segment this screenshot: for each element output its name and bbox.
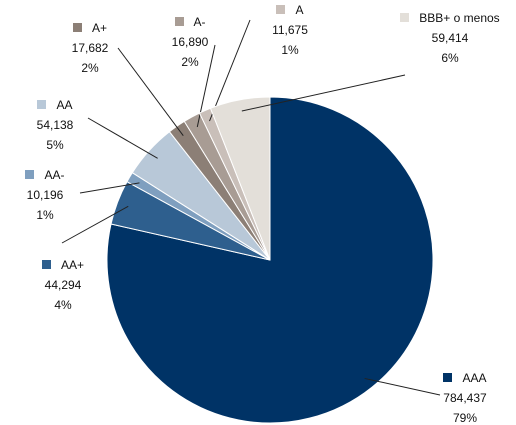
percent-row: 79% [420,408,510,425]
value-label: 10,196 [26,188,64,202]
percent-label: 1% [281,43,299,57]
slice-name: AA+ [60,258,84,272]
legend-marker [276,5,286,14]
legend-marker [37,100,47,109]
slice-name: AA [56,98,73,112]
percent-label: 6% [441,51,459,65]
value-label: 16,890 [171,35,209,49]
slice-name: A- [193,15,206,29]
leader-line [209,19,251,122]
value-row: 59,414 [400,28,500,48]
slice-label: AA 54,138 5% [15,95,95,155]
leader-line [61,205,129,244]
value-label: 59,414 [431,31,469,45]
percent-row: 5% [15,135,95,155]
value-row: 16,890 [145,32,235,52]
percent-row: 2% [145,52,235,72]
percent-label: 79% [452,411,478,425]
value-row: 17,682 [45,38,135,58]
value-row: 11,675 [250,20,330,40]
value-label: 11,675 [272,23,308,37]
percent-label: 2% [81,61,99,75]
slice-name: A+ [91,21,107,35]
leader-line [117,47,184,136]
slice-name: AA- [44,168,65,182]
legend-marker [41,260,51,269]
slice-name: AAA [462,371,487,385]
legend-marker [72,23,82,32]
leader-line [87,117,158,159]
slice-label: AA- 10,196 1% [5,165,85,225]
slice-label: AA+ 44,294 4% [18,255,108,315]
leader-line [364,377,441,396]
percent-row: 6% [400,48,500,68]
value-label: 44,294 [44,278,82,292]
value-row: 10,196 [5,185,85,205]
value-label: 17,682 [71,41,109,55]
legend-marker [25,170,35,179]
legend-marker [400,13,410,22]
percent-label: 5% [46,138,64,152]
value-row: 54,138 [15,115,95,135]
pie-slice [209,96,271,261]
percent-row: 1% [5,205,85,225]
slice-name-row: AA- [5,165,85,185]
slice-name-row: A+ [45,18,135,38]
slice-name-row: A [250,0,330,20]
percent-row: 1% [250,40,330,60]
value-row: 784,437 [420,388,510,408]
value-label: 54,138 [36,118,74,132]
value-row: 44,294 [18,275,108,295]
slice-name-row: AA+ [18,255,108,275]
leader-line [79,182,140,194]
percent-row: 2% [45,58,135,78]
legend-marker [174,17,184,26]
value-label: 784,437 [443,391,487,405]
slice-label: AAA 784,437 79% [420,368,510,425]
slice-name: A [295,3,304,17]
slice-label: A+ 17,682 2% [45,18,135,78]
percent-label: 4% [54,298,72,312]
slice-name-row: A- [145,12,235,32]
slice-label: A- 16,890 2% [145,12,235,72]
percent-label: 2% [181,55,199,69]
leader-line [241,74,406,112]
slice-name-row: AA [15,95,95,115]
slice-label: BBB+ o menos 59,414 6% [400,8,500,68]
percent-row: 4% [18,295,108,315]
slice-name-row: BBB+ o menos [400,8,500,28]
slice-label: A 11,675 1% [250,0,330,60]
legend-marker [443,373,453,382]
percent-label: 1% [36,208,54,222]
slice-name-row: AAA [420,368,510,388]
slice-name: BBB+ o menos [419,11,500,25]
